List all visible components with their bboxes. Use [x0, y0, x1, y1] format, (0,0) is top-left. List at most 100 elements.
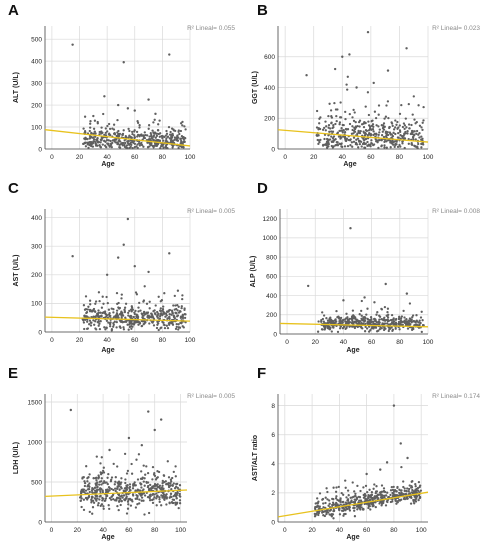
scatter-point [123, 145, 127, 149]
scatter-point [157, 129, 160, 132]
scatter-point [321, 317, 325, 321]
scatter-point [108, 486, 111, 490]
scatter-point [175, 485, 178, 488]
scatter-point [94, 300, 98, 303]
scatter-point [389, 500, 393, 504]
scatter-point [127, 503, 130, 506]
scatter-point [176, 309, 179, 312]
scatter-point [102, 505, 105, 508]
scatter-point [177, 326, 181, 329]
scatter-point [344, 139, 348, 143]
scatter-point [101, 143, 104, 146]
scatter-point [356, 137, 360, 140]
scatter-point [162, 305, 165, 308]
scatter-point [156, 138, 159, 142]
scatter-point [332, 139, 335, 142]
scatter-point [329, 319, 332, 323]
scatter-point [175, 482, 178, 486]
scatter-point [384, 318, 388, 322]
scatter-point [143, 513, 146, 516]
x-tick-label: 20 [74, 527, 82, 534]
scatter-chart: 0 20 40 60 80 100 0 100 200 300 400 500 Age ALT (U/L)… [13, 25, 235, 168]
scatter-point [122, 129, 125, 132]
scatter-point [155, 488, 158, 492]
scatter-point [105, 273, 109, 276]
scatter-point [178, 484, 182, 487]
scatter-point [332, 326, 335, 329]
scatter-point [410, 485, 413, 488]
scatter-point [88, 485, 91, 488]
scatter-point [147, 98, 150, 101]
x-axis-label: Age [101, 534, 114, 541]
scatter-point [354, 498, 358, 502]
scatter-point [377, 113, 380, 116]
scatter-point [118, 325, 121, 328]
scatter-point [345, 496, 348, 499]
scatter-point [395, 317, 398, 321]
scatter-point [86, 498, 89, 501]
scatter-point [350, 325, 354, 328]
scatter-point [151, 313, 154, 317]
scatter-point [414, 482, 417, 486]
scatter-point [130, 310, 133, 313]
scatter-point [315, 109, 319, 113]
scatter-point [179, 316, 183, 319]
scatter-point [140, 133, 143, 136]
scatter-point [162, 474, 166, 477]
scatter-point [88, 323, 91, 326]
scatter-point [358, 313, 361, 316]
scatter-point [315, 134, 318, 137]
scatter-point [117, 316, 120, 319]
scatter-point [351, 145, 354, 148]
scatter-point [392, 131, 395, 134]
scatter-point [331, 130, 335, 133]
scatter-point [331, 137, 335, 140]
scatter-point [130, 327, 133, 330]
scatter-point [132, 141, 135, 144]
scatter-point [177, 305, 180, 308]
scatter-point [94, 135, 97, 138]
scatter-point [365, 313, 368, 316]
scatter-point [112, 132, 116, 135]
scatter-point [130, 472, 134, 475]
scatter-point [148, 300, 151, 303]
scatter-point [126, 217, 130, 221]
scatter-point [412, 491, 416, 494]
scatter-point [369, 132, 373, 136]
scatter-point [420, 310, 423, 313]
scatter-chart: 0 20 40 60 80 100 0 200 400 600 Age GGT (U/L) R² Lin… [252, 25, 480, 168]
scatter-point [145, 302, 149, 305]
scatter-point [118, 306, 122, 310]
scatter-point [110, 495, 113, 498]
scatter-point [345, 317, 349, 320]
scatter-point [113, 320, 116, 323]
scatter-point [117, 494, 121, 497]
scatter-point [320, 318, 323, 322]
scatter-point [172, 128, 175, 131]
y-axis-label: AST/ALT ratio [252, 435, 259, 481]
scatter-point [334, 138, 337, 141]
scatter-point [412, 133, 416, 136]
scatter-point [411, 480, 414, 483]
scatter-point [392, 485, 395, 489]
scatter-point [112, 128, 116, 131]
scatter-point [158, 498, 161, 501]
scatter-point [330, 515, 333, 518]
scatter-point [159, 312, 162, 316]
scatter-point [106, 124, 109, 128]
scatter-point [105, 295, 108, 299]
scatter-point [366, 490, 369, 494]
scatter-point [150, 498, 154, 502]
scatter-point [338, 327, 342, 330]
scatter-point [142, 480, 145, 483]
x-tick-label: 40 [339, 154, 347, 161]
scatter-point [346, 75, 349, 78]
scatter-point [103, 311, 107, 315]
scatter-point [395, 123, 398, 126]
scatter-point [142, 323, 145, 326]
scatter-point [102, 302, 105, 305]
scatter-point [178, 499, 182, 502]
scatter-point [175, 325, 178, 329]
x-tick-label: 60 [131, 337, 139, 344]
scatter-point [123, 452, 127, 456]
